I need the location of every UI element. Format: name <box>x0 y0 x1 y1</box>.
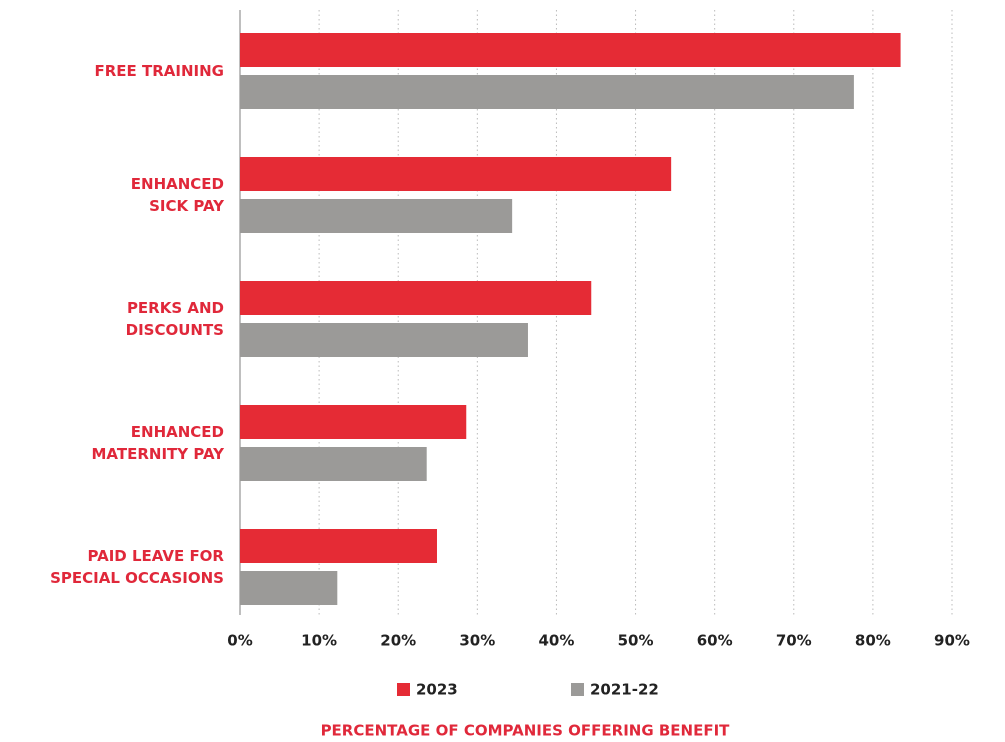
x-tick-label: 10% <box>301 632 337 650</box>
bar <box>240 281 592 315</box>
bar <box>240 571 338 605</box>
bar <box>240 529 437 563</box>
x-tick-label: 60% <box>697 632 733 650</box>
legend-label: 2021-22 <box>590 681 659 699</box>
legend-label: 2023 <box>416 681 458 699</box>
x-tick-label: 70% <box>776 632 812 650</box>
x-tick-label: 90% <box>934 632 970 650</box>
x-tick-label: 80% <box>855 632 891 650</box>
x-tick-label: 0% <box>227 632 252 650</box>
category-label: PERKS AND DISCOUNTS <box>125 299 224 339</box>
bar <box>240 75 854 109</box>
category-label: ENHANCED SICK PAY <box>130 175 224 215</box>
bar <box>240 157 672 191</box>
bar <box>240 33 901 67</box>
legend-swatch <box>571 683 584 696</box>
bar <box>240 405 467 439</box>
x-axis-label: PERCENTAGE OF COMPANIES OFFERING BENEFIT <box>321 722 731 740</box>
category-label: PAID LEAVE FOR SPECIAL OCCASIONS <box>50 547 224 587</box>
bar <box>240 447 427 481</box>
x-tick-label: 40% <box>538 632 574 650</box>
x-tick-label: 30% <box>459 632 495 650</box>
category-label: FREE TRAINING <box>94 62 225 80</box>
bar <box>240 199 513 233</box>
bar <box>240 323 528 357</box>
x-tick-label: 50% <box>618 632 654 650</box>
legend-swatch <box>397 683 410 696</box>
category-label: ENHANCED MATERNITY PAY <box>91 423 224 463</box>
x-tick-label: 20% <box>380 632 416 650</box>
